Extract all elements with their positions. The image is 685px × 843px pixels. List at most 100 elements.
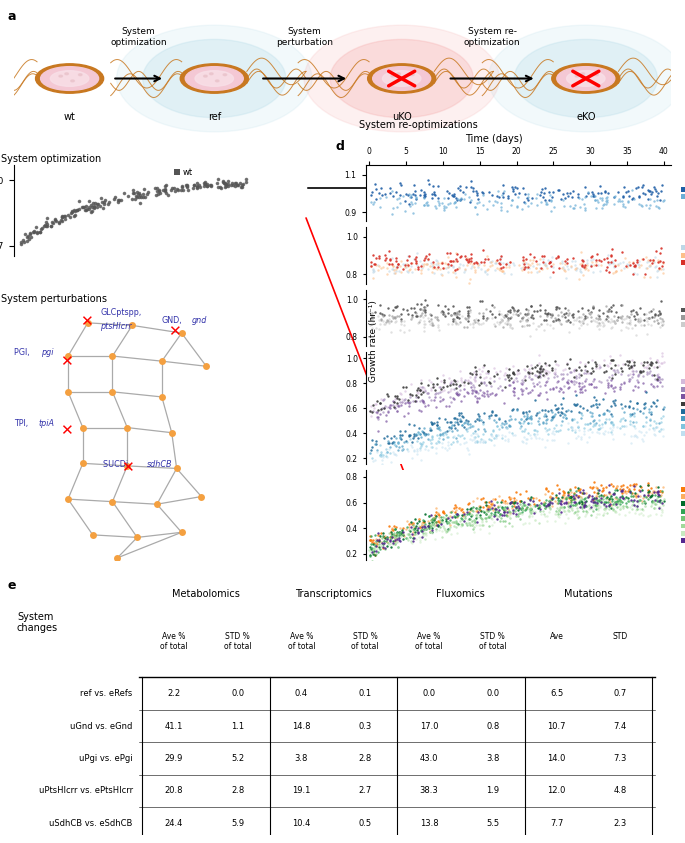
Point [562, 308, 573, 321]
Point [622, 259, 633, 272]
Point [225, 178, 236, 191]
Point [390, 520, 401, 534]
Point [516, 419, 527, 432]
Point [561, 497, 572, 510]
Point [399, 392, 410, 405]
Point [453, 409, 464, 422]
Point [476, 364, 487, 378]
Point [88, 201, 99, 214]
Point [478, 309, 489, 323]
Point [522, 260, 533, 274]
Point [569, 362, 580, 376]
Point [134, 188, 145, 201]
Point [583, 417, 594, 431]
Point [635, 485, 646, 498]
Point [382, 530, 393, 544]
Point [610, 254, 621, 267]
Point [396, 388, 407, 401]
Point [594, 426, 605, 439]
Point [379, 531, 390, 545]
Point [36, 221, 47, 234]
Point [600, 415, 611, 428]
Point [412, 298, 423, 311]
Point [482, 502, 493, 515]
Point [481, 514, 492, 528]
Point [547, 410, 558, 423]
Point [195, 180, 206, 194]
Point [397, 527, 408, 540]
Point [391, 527, 402, 540]
Point [416, 524, 427, 537]
Text: GLCptspp,: GLCptspp, [100, 308, 141, 316]
Point [586, 310, 597, 324]
Point [393, 398, 403, 411]
Point [392, 534, 403, 548]
Point [417, 260, 428, 273]
Point [433, 194, 444, 207]
Point [590, 259, 601, 272]
Point [517, 311, 528, 325]
Point [566, 414, 577, 427]
Point [418, 311, 429, 325]
Point [515, 494, 526, 507]
Point [422, 514, 433, 528]
Point [388, 519, 399, 533]
Point [430, 253, 441, 266]
Point [627, 478, 638, 491]
Point [539, 314, 550, 327]
Point [377, 541, 388, 555]
Point [441, 400, 452, 413]
Point [558, 502, 569, 516]
Point [484, 432, 495, 446]
Point [375, 392, 386, 405]
Point [569, 313, 580, 326]
Point [47, 215, 58, 228]
Point [653, 502, 664, 515]
Point [432, 434, 443, 448]
Point [447, 188, 458, 201]
Point [420, 305, 431, 319]
Point [657, 410, 668, 423]
Point [573, 321, 584, 335]
Point [551, 300, 562, 314]
Point [651, 379, 662, 393]
Point [646, 378, 657, 391]
Point [473, 362, 484, 376]
Point [497, 416, 508, 430]
Point [508, 491, 519, 504]
Point [542, 364, 553, 378]
Point [638, 271, 649, 284]
Point [451, 500, 462, 513]
Point [455, 193, 466, 207]
Point [450, 308, 461, 321]
Point [138, 183, 149, 196]
Point [29, 225, 40, 239]
Point [565, 421, 576, 434]
Point [365, 259, 376, 272]
Point [658, 266, 669, 280]
Point [655, 241, 666, 255]
Point [582, 254, 593, 267]
Point [555, 256, 566, 270]
Point [390, 448, 401, 461]
Point [419, 519, 429, 533]
Point [638, 376, 649, 389]
Point [635, 506, 646, 519]
Point [500, 309, 511, 322]
Point [637, 419, 648, 432]
Point [567, 492, 578, 506]
Point [562, 497, 573, 510]
Point [436, 384, 447, 398]
Point [400, 380, 411, 394]
Point [206, 179, 216, 192]
Point [551, 478, 562, 491]
Point [611, 421, 622, 434]
Point [450, 318, 461, 331]
Point [119, 186, 129, 200]
Point [46, 219, 57, 233]
Point [583, 489, 594, 502]
Point [97, 201, 108, 215]
Point [551, 314, 562, 327]
Point [443, 420, 454, 433]
Point [466, 514, 477, 528]
